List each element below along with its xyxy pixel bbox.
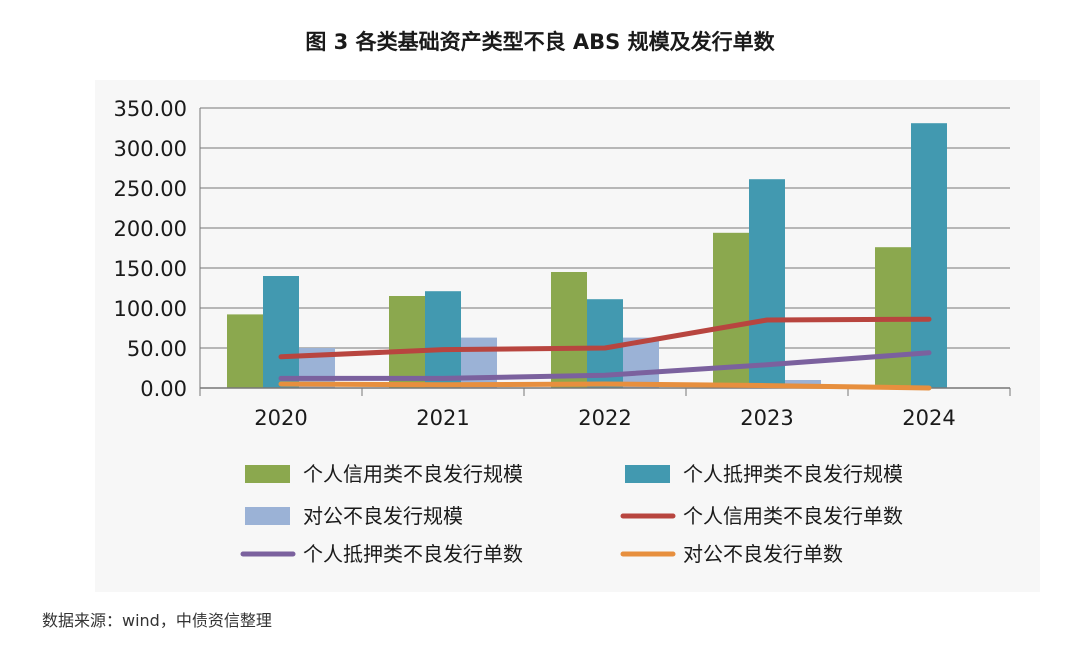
x-tick-label: 2021 xyxy=(416,406,469,430)
bar-3 xyxy=(461,337,497,388)
legend-swatch xyxy=(245,465,290,483)
bar-1 xyxy=(713,232,749,388)
legend-label: 对公不良发行单数 xyxy=(683,542,843,566)
legend-label: 个人抵押类不良发行规模 xyxy=(683,462,903,486)
legend-label: 个人抵押类不良发行单数 xyxy=(303,542,523,566)
chart-svg: 0.00 50.00 100.00 150.00 200.00 250.00 300.00 3… xyxy=(114,97,1011,566)
x-tick-label: 2023 xyxy=(740,406,793,430)
legend-swatch xyxy=(245,507,290,525)
legend-label: 对公不良发行规模 xyxy=(303,504,463,528)
legend-swatch xyxy=(625,465,670,483)
legend-label: 个人信用类不良发行单数 xyxy=(683,504,903,528)
x-tick-label: 2022 xyxy=(578,406,631,430)
bar-1 xyxy=(551,272,587,388)
y-tick-label: 50.00 xyxy=(127,337,187,361)
bar-2 xyxy=(911,123,947,388)
bar-2 xyxy=(263,276,299,388)
x-tick-label: 2020 xyxy=(254,406,307,430)
legend-label: 个人信用类不良发行规模 xyxy=(303,462,523,486)
y-tick-label: 300.00 xyxy=(114,137,187,161)
y-tick-label: 250.00 xyxy=(114,177,187,201)
source-note: 数据来源：wind，中债资信整理 xyxy=(42,611,272,630)
y-tick-label: 0.00 xyxy=(140,377,187,401)
bar-2 xyxy=(425,291,461,388)
bar-2 xyxy=(749,179,785,388)
bar-1 xyxy=(389,296,425,388)
series-line-3 xyxy=(278,381,932,391)
y-tick-label: 200.00 xyxy=(114,217,187,241)
series-line-1 xyxy=(278,316,932,360)
chart-title: 图 3 各类基础资产类型不良 ABS 规模及发行单数 xyxy=(305,30,775,54)
bar-1 xyxy=(227,314,263,388)
series-line-2 xyxy=(278,350,932,381)
y-tick-label: 350.00 xyxy=(114,97,187,121)
y-tick-label: 100.00 xyxy=(114,297,187,321)
x-tick-label: 2024 xyxy=(902,406,955,430)
y-tick-label: 150.00 xyxy=(114,257,187,281)
chart-panel: 0.00 50.00 100.00 150.00 200.00 250.00 300.00 3… xyxy=(95,80,1040,592)
